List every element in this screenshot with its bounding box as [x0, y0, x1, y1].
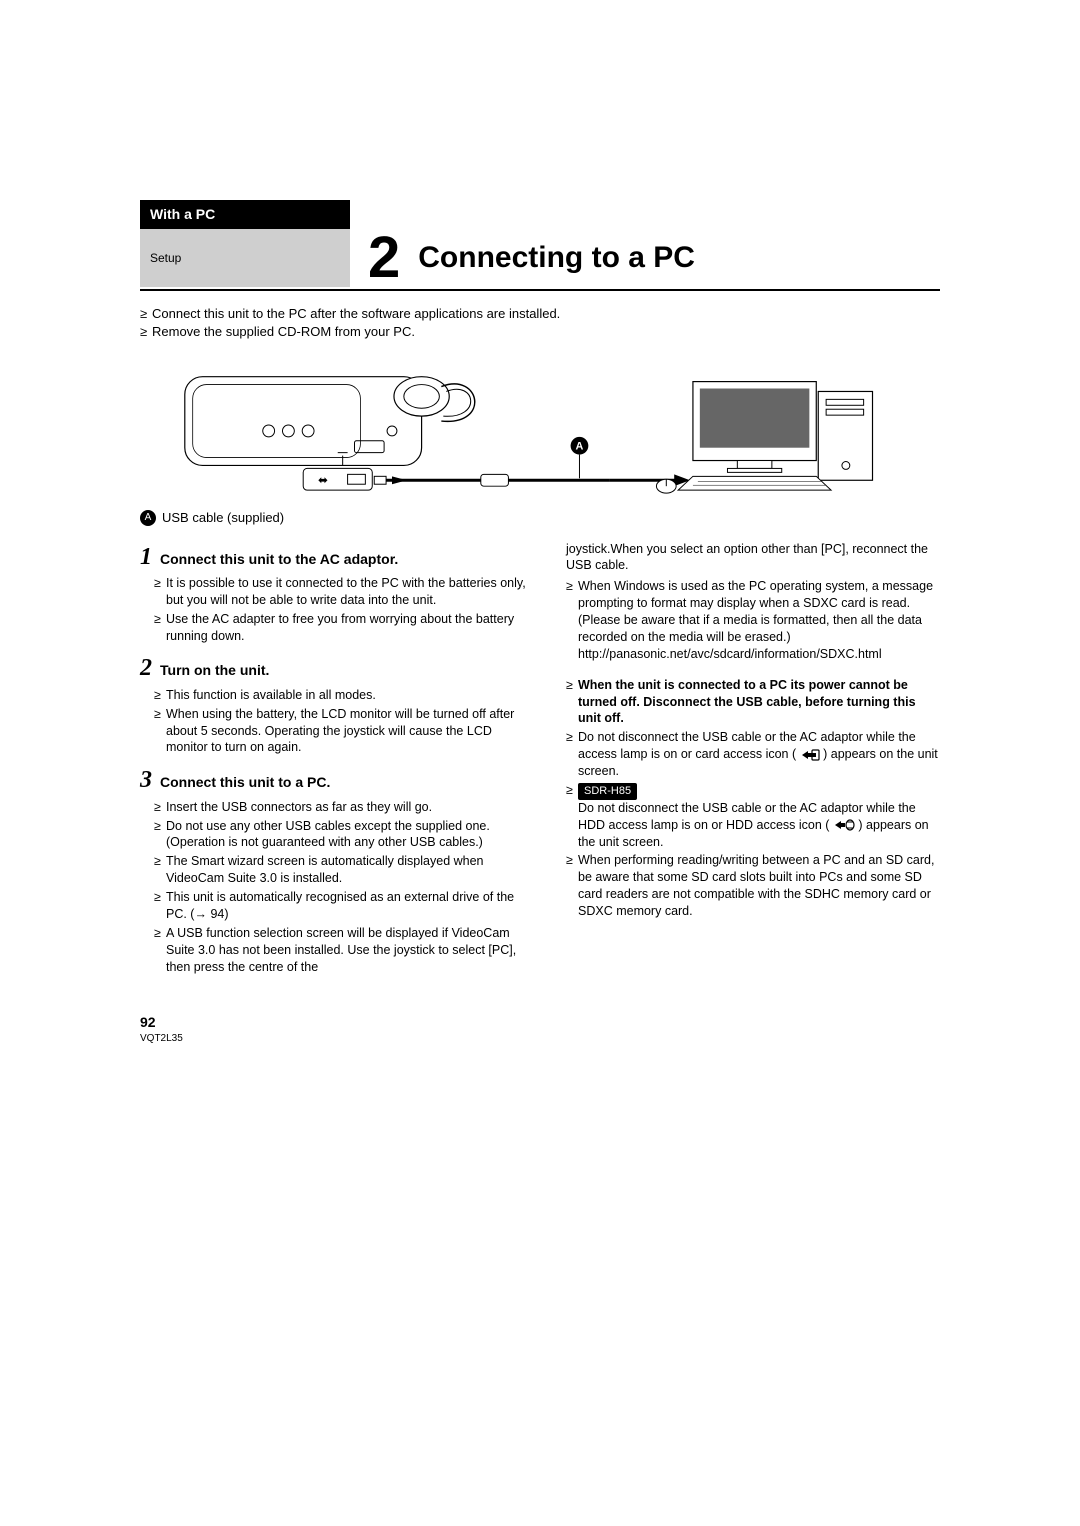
intro-bullets: ≥Connect this unit to the PC after the s… [140, 305, 940, 341]
bullet-text: This function is available in all modes. [166, 687, 376, 704]
callout-legend: A USB cable (supplied) [140, 509, 940, 527]
bullet-text: A USB function selection screen will be … [166, 925, 528, 976]
bullet-text: Do not disconnect the USB cable or the A… [578, 729, 940, 780]
continuation-text: joystick.When you select an option other… [566, 541, 940, 575]
step-2: 2 Turn on the unit. ≥This function is av… [140, 652, 528, 756]
step-number: 1 [140, 541, 152, 573]
bullet-text: The Smart wizard screen is automatically… [166, 853, 528, 887]
right-column: joystick.When you select an option other… [552, 541, 940, 984]
bullet-text: SDR-H85 Do not disconnect the USB cable … [578, 782, 940, 850]
svg-text:⬌: ⬌ [318, 473, 328, 487]
model-chip: SDR-H85 [578, 783, 637, 800]
bullet-text-bold: When the unit is connected to a PC its p… [578, 677, 940, 728]
bullet-text: Use the AC adapter to free you from worr… [166, 611, 528, 645]
bullet-text: When performing reading/writing between … [578, 852, 940, 920]
hdd-access-icon [833, 819, 855, 831]
step-3: 3 Connect this unit to a PC. ≥Insert the… [140, 764, 528, 975]
chapter-header: With a PC Setup 2 Connecting to a PC [140, 200, 940, 291]
bullet-text: This unit is automatically recognised as… [166, 889, 528, 923]
svg-text:A: A [576, 441, 584, 453]
page-footer: 92 VQT2L35 [140, 1013, 940, 1045]
setup-label: Setup [140, 229, 350, 287]
callout-letter: A [140, 510, 156, 526]
callout-text: USB cable (supplied) [162, 509, 284, 527]
intro-bullet: Remove the supplied CD-ROM from your PC. [152, 323, 415, 341]
page-number: 92 [140, 1013, 940, 1032]
bullet-text: When Windows is used as the PC operating… [578, 578, 940, 662]
chapter-number: 2 [350, 229, 418, 287]
step-number: 3 [140, 764, 152, 796]
connection-diagram: ⬌ A [140, 351, 940, 501]
step-1: 1 Connect this unit to the AC adaptor. ≥… [140, 541, 528, 645]
step-title: Connect this unit to a PC. [160, 773, 330, 792]
section-label: With a PC [140, 200, 350, 229]
card-access-icon [800, 749, 820, 761]
bullet-text: It is possible to use it connected to th… [166, 575, 528, 609]
bullet-text: Insert the USB connectors as far as they… [166, 799, 432, 816]
chapter-title: Connecting to a PC [418, 238, 695, 279]
step-title: Connect this unit to the AC adaptor. [160, 550, 398, 569]
bullet-text: When using the battery, the LCD monitor … [166, 706, 528, 757]
doc-code: VQT2L35 [140, 1032, 940, 1046]
step-title: Turn on the unit. [160, 661, 269, 680]
bullet-text: Do not use any other USB cables except t… [166, 818, 528, 852]
intro-bullet: Connect this unit to the PC after the so… [152, 305, 560, 323]
step-number: 2 [140, 652, 152, 684]
left-column: 1 Connect this unit to the AC adaptor. ≥… [140, 541, 528, 984]
